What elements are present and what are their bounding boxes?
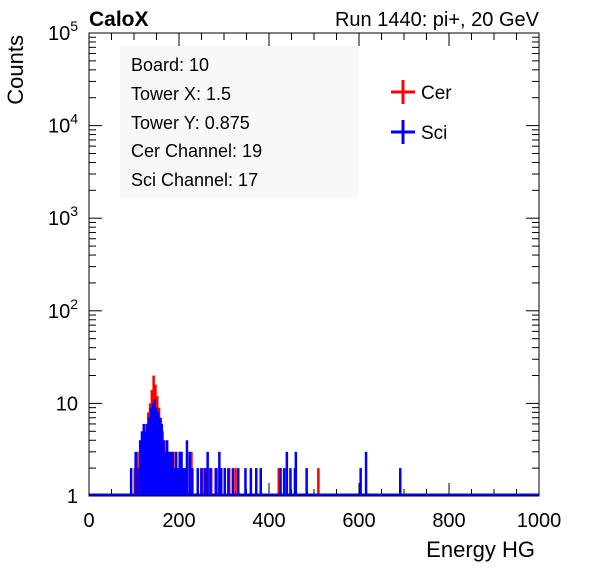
bin-cer [317, 468, 320, 496]
bin-sci [294, 451, 298, 496]
info-line-tower-x: Tower X: 1.5 [131, 84, 231, 104]
bin-sci [169, 451, 172, 496]
bin-sci [305, 468, 308, 496]
bin-sci [134, 451, 137, 496]
bin-sci [129, 468, 133, 496]
bin-sci [200, 468, 203, 496]
bin-sci [191, 468, 194, 496]
bin-sci [209, 468, 212, 496]
bin-sci [164, 451, 167, 496]
bin-sci [155, 407, 158, 496]
bin-sci [279, 468, 282, 496]
bin-sci [156, 412, 160, 496]
bin-sci [231, 468, 235, 496]
bin-sci [160, 423, 163, 496]
bin-sci [144, 431, 147, 496]
x-tick-label: 1000 [517, 510, 562, 532]
bin-sci [244, 468, 247, 496]
x-tick-label: 400 [252, 510, 285, 532]
bin-sci [140, 431, 144, 496]
legend-label-sci: Sci [421, 123, 447, 144]
bin-sci [138, 440, 142, 496]
bin-sci [219, 468, 223, 496]
bin-sci [147, 417, 151, 496]
y-tick-label: 104 [48, 111, 78, 138]
info-line-tower-y: Tower Y: 0.875 [131, 113, 250, 133]
legend-marker-cer [391, 80, 415, 104]
bin-sci [282, 468, 286, 496]
bin-sci [206, 451, 209, 496]
x-tick-label: 800 [432, 510, 465, 532]
y-tick-label: 102 [48, 296, 78, 323]
bin-sci [178, 451, 181, 496]
plot-frame [88, 32, 540, 497]
bin-sci [136, 468, 139, 496]
y-axis-title: Counts [3, 35, 28, 105]
bin-sci [149, 407, 153, 496]
bin-cer [277, 468, 280, 496]
bin-sci [153, 399, 156, 496]
bin-sci [158, 417, 162, 496]
bin-sci [171, 451, 174, 496]
x-tick-label: 0 [83, 510, 94, 532]
bin-sci [203, 468, 207, 496]
bin-sci [259, 468, 262, 496]
bin-sci [165, 440, 169, 496]
bin-sci [249, 468, 253, 496]
bin-sci [359, 468, 362, 496]
bin-sci [180, 451, 183, 496]
y-tick-label: 103 [48, 203, 78, 230]
bin-sci [364, 451, 368, 496]
bin-sci [196, 468, 199, 496]
bin-sci [185, 440, 189, 496]
bin-sci [227, 468, 230, 496]
bin-sci [173, 468, 176, 496]
bin-sci [151, 403, 154, 496]
bin-sci [218, 451, 221, 496]
bin-sci [142, 423, 145, 496]
bin-sci [255, 468, 258, 496]
legend: Cer Sci [391, 80, 452, 144]
bin-sci [167, 451, 171, 496]
brand-title: CaloX [89, 8, 149, 31]
bin-sci [162, 440, 165, 496]
bin-sci [289, 468, 292, 496]
y-tick-label: 10 [56, 393, 78, 415]
info-box: Board: 10 Tower X: 1.5 Tower Y: 0.875 Ce… [120, 46, 358, 198]
bin-sci [223, 468, 226, 496]
tick-labels: 0 200 400 600 800 1000 1 10 102 103 104 105 [48, 18, 561, 532]
x-tick-label: 600 [342, 510, 375, 532]
legend-label-cer: Cer [421, 83, 452, 104]
bin-sci [399, 468, 402, 496]
bin-sci [176, 468, 180, 496]
y-tick-label: 105 [48, 18, 78, 45]
info-line-sci-channel: Sci Channel: 17 [131, 170, 258, 190]
bin-sci [285, 451, 289, 496]
histogram-bars [89, 375, 539, 497]
info-line-cer-channel: Cer Channel: 19 [131, 141, 262, 161]
bin-sci [188, 451, 191, 496]
bin-cer [234, 468, 237, 496]
legend-marker-sci [391, 120, 415, 144]
bin-sci [146, 423, 149, 496]
x-tick-label: 200 [162, 510, 195, 532]
info-box-background [120, 46, 358, 198]
x-axis-title: Energy HG [426, 537, 535, 562]
bin-sci [182, 468, 185, 496]
info-line-board: Board: 10 [131, 55, 209, 75]
bin-sci [183, 468, 187, 496]
bin-sci [214, 468, 217, 496]
y-tick-label: 1 [67, 486, 78, 508]
run-label: Run 1440: pi+, 20 GeV [335, 9, 540, 31]
bin-sci [174, 451, 178, 496]
bin-sci [237, 468, 240, 496]
